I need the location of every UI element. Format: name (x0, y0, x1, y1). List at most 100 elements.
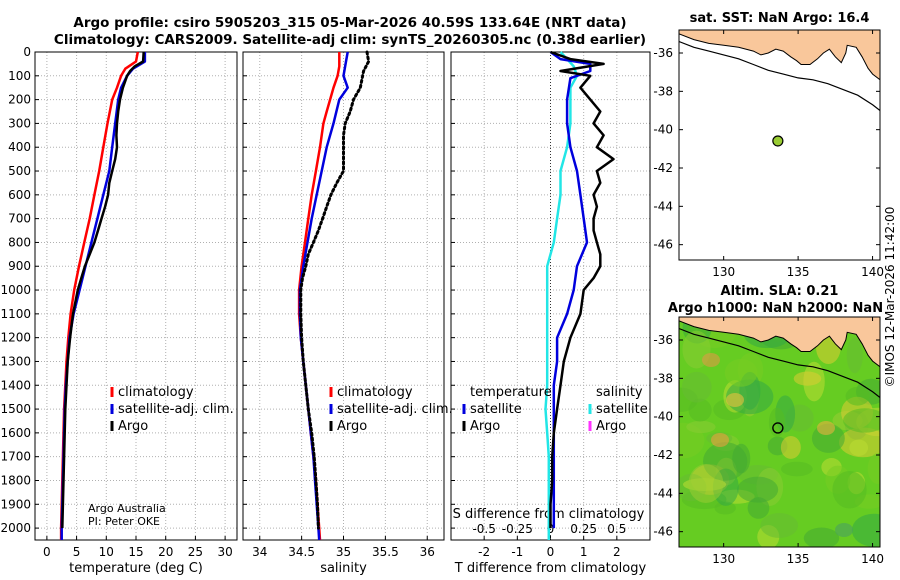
map-x-tick-label: 130 (712, 265, 735, 279)
sla-cell (835, 523, 853, 537)
y-tick-label: 500 (8, 164, 31, 178)
s-tick-label: -0.25 (502, 522, 533, 536)
x-tick-label: 25 (188, 545, 203, 559)
salinity-x-label: salinity (320, 561, 367, 576)
map-y-tick-label: -44 (653, 199, 673, 213)
map-y-tick-label: -40 (653, 123, 673, 137)
y-tick-label: 600 (8, 188, 31, 202)
y-tick-label: 100 (8, 69, 31, 83)
x-tick-label: 30 (217, 545, 232, 559)
s-tick-label: 0.25 (570, 522, 597, 536)
map-y-tick-label: -38 (653, 371, 673, 385)
s-tick-label: -0.5 (472, 522, 495, 536)
sla-cell (846, 337, 863, 374)
y-tick-label: 1200 (0, 331, 31, 345)
sla-cell (688, 398, 712, 422)
map-y-tick-label: -42 (653, 448, 673, 462)
diff-legend-temp-header: temperature (470, 385, 552, 400)
x-tick-label: 15 (128, 545, 143, 559)
map-y-tick-label: -46 (653, 238, 673, 252)
y-tick-label: 1800 (0, 473, 31, 487)
y-tick-label: 1900 (0, 497, 31, 511)
land-mass (679, 317, 880, 368)
y-tick-label: 800 (8, 235, 31, 249)
sla-heatmap (679, 317, 880, 547)
sla-cell (843, 408, 880, 433)
sla-cell (845, 386, 870, 406)
map-frame (678, 316, 881, 548)
x-tick-label: -2 (478, 545, 490, 559)
figure-title-line2: Climatology: CARS2009. Satellite-adj cli… (53, 32, 647, 48)
map-x-tick-label: 140 (861, 265, 884, 279)
map-x-tick-label: 130 (712, 552, 735, 566)
sla-cell (714, 501, 736, 515)
axes-frame (242, 51, 445, 541)
credit-line1: Argo Australia (88, 502, 166, 515)
diff-legend-temp-argo: Argo (470, 419, 500, 434)
difference-x-label: T difference from climatology (454, 561, 647, 576)
y-tick-label: 300 (8, 116, 31, 130)
map-y-tick-label: -36 (653, 333, 673, 347)
difference-panel: -2 -1 0 1 2-0.5 -0.25 0 0.25 0.5S difference fro… (450, 50, 651, 576)
temp-legend-satellite: satellite-adj. clim. (118, 402, 234, 417)
sla-cell (851, 513, 880, 547)
map-x-tick-label: 140 (861, 552, 884, 566)
diff-legend-sal-satellite: satellite (596, 402, 648, 417)
y-tick-label: 1000 (0, 283, 31, 297)
x-tick-label: 36 (420, 545, 435, 559)
map-x-tick-label: 135 (787, 265, 810, 279)
y-tick-label: 0 (23, 45, 31, 59)
sla-cell (803, 527, 840, 547)
x-tick-label: 34.5 (288, 545, 315, 559)
x-tick-label: 5 (73, 545, 81, 559)
shelf-contour (679, 40, 880, 111)
temp-legend-argo: Argo (118, 419, 148, 434)
sla-cell (849, 439, 869, 457)
y-tick-label: 1300 (0, 354, 31, 368)
sla-cell (702, 353, 720, 367)
sla-cell (686, 420, 716, 434)
x-tick-label: 0 (547, 545, 555, 559)
coast-group (679, 317, 880, 398)
argo-position-marker (772, 135, 784, 147)
y-tick-label: 700 (8, 212, 31, 226)
y-tick-label: 1100 (0, 307, 31, 321)
diff-legend-sal-argo: Argo (596, 419, 626, 434)
temp-legend-climatology: climatology (118, 385, 194, 400)
x-tick-label: 35 (336, 545, 351, 559)
sla-map-title-line2: Argo h1000: NaN h2000: NaN (668, 301, 883, 316)
temp-argo-line (61, 51, 145, 529)
map-y-tick-label: -44 (653, 486, 673, 500)
sla-cell (793, 371, 822, 386)
diff-salinity-satellite-line (544, 51, 579, 540)
sal-legend-argo: Argo (337, 419, 367, 434)
x-tick-label: 2 (613, 545, 621, 559)
temperature-x-label: temperature (deg C) (69, 561, 203, 576)
sla-cell (726, 393, 744, 407)
sla-cell (781, 461, 813, 477)
sla-cell (817, 421, 835, 435)
y-tick-label: 400 (8, 140, 31, 154)
y-tick-label: 1600 (0, 426, 31, 440)
sal-legend-climatology: climatology (337, 385, 413, 400)
x-tick-label: 0 (43, 545, 51, 559)
sla-cell (760, 513, 799, 538)
sla-cell (737, 476, 779, 503)
sla-cell (688, 464, 724, 504)
sla-cell (780, 435, 801, 459)
sst-map-title: sat. SST: NaN Argo: 16.4 (690, 11, 870, 26)
x-tick-label: 1 (580, 545, 588, 559)
sla-cell (832, 470, 867, 509)
s-tick-label: 0.5 (607, 522, 626, 536)
diff-temperature-argo-line (549, 50, 615, 529)
map-y-tick-label: -36 (653, 46, 673, 60)
diff-legend-temp-satellite: satellite (470, 402, 522, 417)
x-tick-label: 35.5 (372, 545, 399, 559)
map-y-tick-label: -40 (653, 410, 673, 424)
credit-line2: PI: Peter OKE (88, 515, 160, 528)
x-tick-label: 10 (99, 545, 114, 559)
map-x-tick-label: 135 (787, 552, 810, 566)
sla-cell (681, 371, 712, 403)
sst-map-panel: 130 135 140 -36 -38 -40 -42 -44 -46 sat. SST: NaN… (653, 11, 884, 279)
